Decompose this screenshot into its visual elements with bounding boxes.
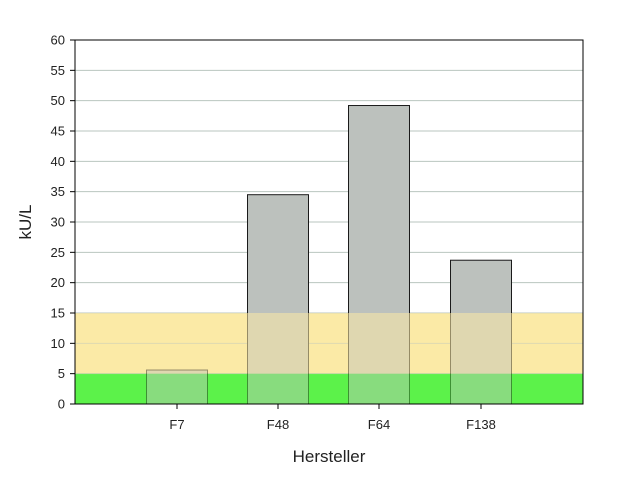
x-axis-title: Hersteller bbox=[293, 447, 366, 466]
x-tick-label: F7 bbox=[169, 417, 184, 432]
y-tick-label: 60 bbox=[51, 33, 65, 48]
y-tick-label: 35 bbox=[51, 184, 65, 199]
y-tick-label: 25 bbox=[51, 245, 65, 260]
band-overlay-1 bbox=[75, 313, 583, 374]
y-tick-label: 30 bbox=[51, 215, 65, 230]
y-axis-title: kU/L bbox=[16, 205, 35, 240]
x-tick-label: F48 bbox=[267, 417, 289, 432]
x-tick-label: F138 bbox=[466, 417, 496, 432]
y-tick-label: 55 bbox=[51, 63, 65, 78]
y-tick-label: 10 bbox=[51, 336, 65, 351]
y-tick-label: 0 bbox=[58, 397, 65, 412]
y-tick-label: 45 bbox=[51, 124, 65, 139]
band-overlay bbox=[75, 313, 583, 404]
y-tick-label: 50 bbox=[51, 93, 65, 108]
y-tick-label: 5 bbox=[58, 366, 65, 381]
x-tick-label: F64 bbox=[368, 417, 390, 432]
y-tick-label: 40 bbox=[51, 154, 65, 169]
x-axis-ticks: F7 F48 F64 F138 bbox=[169, 404, 496, 432]
y-tick-label: 20 bbox=[51, 275, 65, 290]
y-tick-label: 15 bbox=[51, 306, 65, 321]
y-axis-ticks: 0 5 10 15 20 25 30 35 40 45 50 55 60 bbox=[51, 33, 75, 412]
band-overlay-0 bbox=[75, 373, 583, 404]
